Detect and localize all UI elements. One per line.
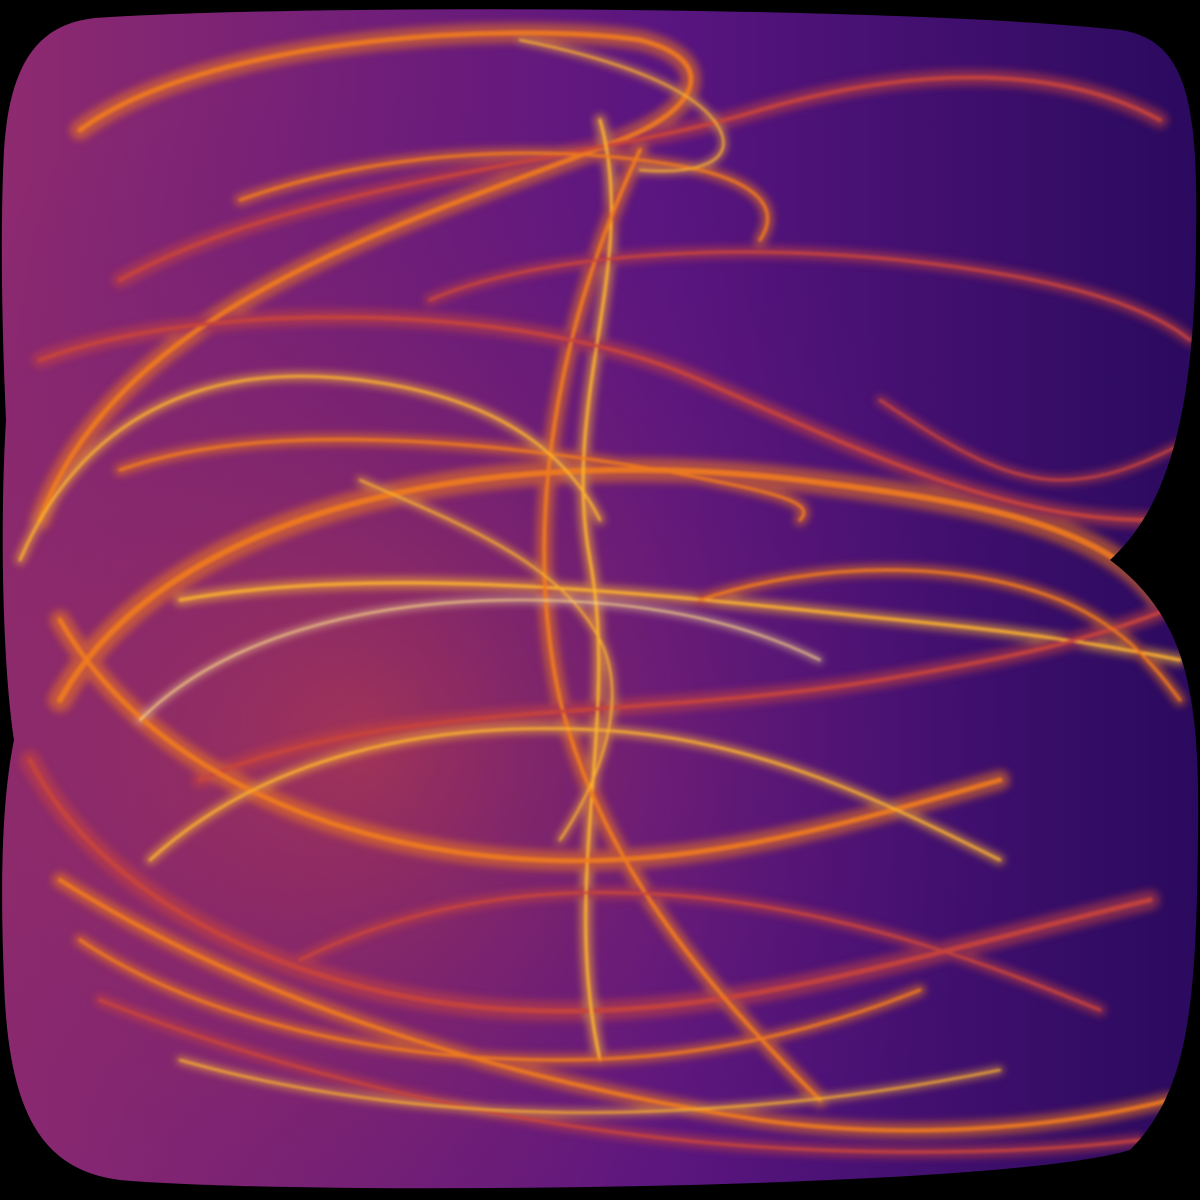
ribbon-stroke bbox=[359, 479, 614, 841]
ribbon-stroke bbox=[37, 30, 694, 523]
ribbon-stroke bbox=[698, 568, 1182, 702]
ribbon-stroke bbox=[878, 398, 1192, 482]
ribbon-stroke bbox=[198, 598, 1192, 782]
ribbon-stroke bbox=[179, 1059, 1001, 1114]
ribbon-stroke bbox=[27, 757, 1153, 1014]
ribbon-stroke bbox=[118, 438, 806, 522]
ribbon-stroke bbox=[542, 148, 822, 1102]
ribbon-stroke bbox=[148, 727, 1002, 862]
ribbon-stroke bbox=[139, 599, 821, 721]
ribbon-stroke bbox=[519, 39, 725, 172]
ribbon-stroke bbox=[57, 466, 1163, 703]
ribbon-stroke bbox=[118, 75, 1162, 282]
ribbon-stroke bbox=[58, 878, 1172, 1133]
ribbon-stroke bbox=[298, 891, 1102, 1012]
ribbon-stroke bbox=[178, 581, 1182, 662]
ribbon-stroke bbox=[78, 938, 922, 1062]
ribbon-stroke bbox=[238, 151, 769, 242]
ribbon-stroke bbox=[38, 315, 1152, 522]
ribbon-stroke bbox=[428, 250, 1192, 342]
ribbon-stroke bbox=[98, 998, 1142, 1154]
ribbon-stroke bbox=[18, 375, 602, 562]
ribbon-stroke bbox=[57, 617, 1003, 864]
